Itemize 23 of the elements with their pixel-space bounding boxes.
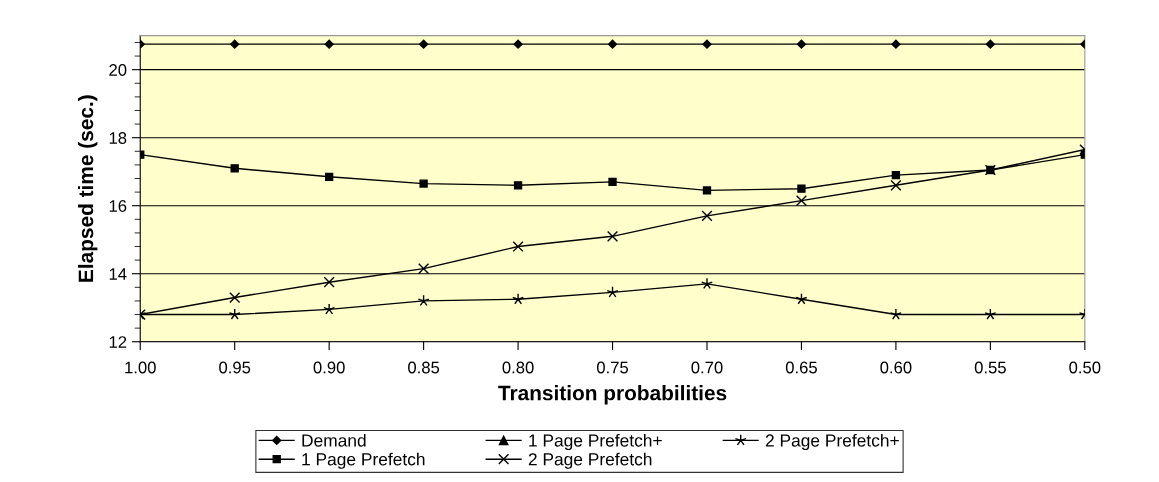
- y-tick-label: 14: [109, 268, 127, 280]
- legend-label: 1 Page Prefetch: [302, 452, 425, 469]
- x-tick-label: 0.75: [596, 361, 629, 374]
- y-tick-label: 18: [109, 132, 127, 144]
- x-tick-label: 0.65: [785, 361, 817, 374]
- x-tick-label: 0.85: [408, 361, 440, 374]
- y-axis-title: Elapsed time (sec.): [77, 95, 98, 282]
- legend-label: Demand: [302, 433, 366, 447]
- x-tick-label: 0.70: [691, 361, 723, 374]
- x-axis-title: Transition probabilities: [498, 385, 727, 405]
- x-tick-label: 0.80: [502, 361, 534, 374]
- x-tick-label: 0.50: [1069, 361, 1101, 374]
- x-tick-label: 0.60: [880, 361, 912, 374]
- y-tick-label: 12: [109, 336, 127, 348]
- x-tick-label: 0.95: [219, 361, 251, 374]
- x-tick-label: 0.55: [974, 361, 1006, 374]
- y-tick-label: 20: [109, 64, 127, 76]
- x-tick-label: 0.90: [313, 361, 345, 374]
- y-tick-label: 16: [109, 200, 127, 212]
- x-tick-label: 1.00: [125, 361, 156, 374]
- legend-label: 2 Page Prefetch: [528, 452, 652, 469]
- legend-label: 2 Page Prefetch+: [765, 433, 899, 451]
- legend-label: 1 Page Prefetch+: [529, 433, 662, 451]
